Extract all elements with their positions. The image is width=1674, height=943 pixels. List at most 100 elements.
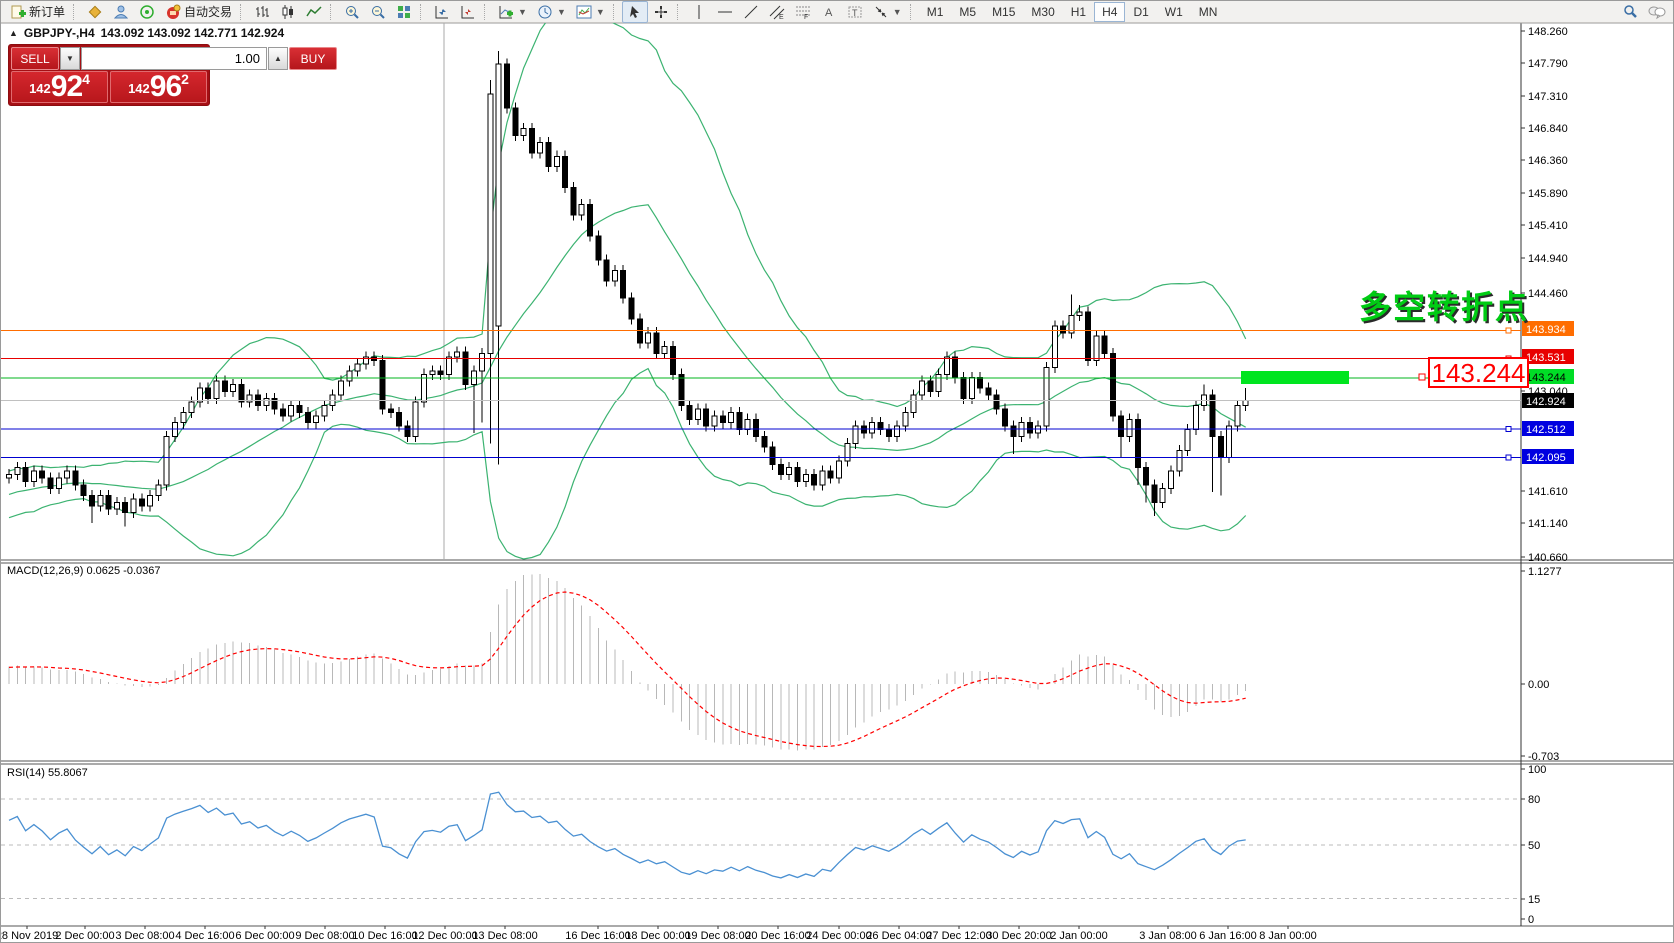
timeframe-m1[interactable]: M1 bbox=[926, 4, 944, 19]
buy-price-sup: 2 bbox=[181, 71, 189, 87]
toolbar: 新订单 自动交易 bbox=[1, 1, 1673, 23]
fibonacci-icon: F bbox=[795, 4, 811, 21]
periods-dropdown[interactable]: ▼ bbox=[532, 1, 571, 23]
toolbar-separator bbox=[73, 3, 79, 20]
svg-text:9 Dec 08:00: 9 Dec 08:00 bbox=[295, 930, 354, 942]
sell-button[interactable]: SELL bbox=[11, 47, 59, 70]
new-order-icon bbox=[10, 4, 26, 20]
svg-text:145.890: 145.890 bbox=[1528, 188, 1568, 200]
svg-text:141.610: 141.610 bbox=[1528, 486, 1568, 498]
timeframe-w1[interactable]: W1 bbox=[1164, 4, 1183, 19]
horizontal-level-lines[interactable] bbox=[1, 327, 1521, 461]
new-order-button[interactable]: 新订单 bbox=[5, 1, 70, 23]
search-button[interactable] bbox=[1617, 1, 1643, 23]
line-chart-button[interactable] bbox=[301, 1, 327, 23]
candles-and-bands bbox=[6, 23, 1249, 560]
cursor-tool-button[interactable] bbox=[621, 1, 648, 23]
shapes-dropdown[interactable]: ▼ bbox=[868, 1, 907, 23]
sell-price-button[interactable]: 142 92 4 bbox=[11, 71, 108, 103]
svg-text:2 Dec 00:00: 2 Dec 00:00 bbox=[55, 930, 114, 942]
timeframe-group: M1 M5 M15 M30 H1 H4 D1 W1 MN bbox=[919, 1, 1226, 22]
chart-shift-button[interactable] bbox=[455, 1, 481, 23]
svg-text:30 Dec 20:00: 30 Dec 20:00 bbox=[986, 930, 1051, 942]
autotrading-button[interactable]: 自动交易 bbox=[160, 1, 237, 23]
chevron-down-icon: ▼ bbox=[556, 6, 566, 17]
timeframe-mn[interactable]: MN bbox=[1198, 4, 1218, 19]
svg-text:26 Dec 04:00: 26 Dec 04:00 bbox=[866, 930, 931, 942]
svg-text:MACD(12,26,9) 0.0625 -0.0367: MACD(12,26,9) 0.0625 -0.0367 bbox=[7, 565, 160, 577]
collapse-panel-arrow[interactable]: ▲ bbox=[9, 28, 18, 38]
zoom-out-button[interactable] bbox=[365, 1, 391, 23]
crosshair-tool-button[interactable] bbox=[648, 1, 674, 23]
bar-chart-button[interactable] bbox=[249, 1, 275, 23]
auto-scroll-button[interactable] bbox=[429, 1, 455, 23]
autotrading-icon bbox=[165, 4, 181, 20]
volume-increase-button[interactable]: ▲ bbox=[268, 47, 288, 70]
rsi-line bbox=[8, 791, 1246, 879]
trendline-icon bbox=[743, 4, 759, 20]
buy-button[interactable]: BUY bbox=[289, 47, 337, 70]
svg-text:147.310: 147.310 bbox=[1528, 91, 1568, 103]
svg-text:143.244: 143.244 bbox=[1526, 372, 1566, 384]
fibonacci-tool[interactable]: F bbox=[790, 1, 816, 23]
svg-text:18 Dec 00:00: 18 Dec 00:00 bbox=[625, 930, 690, 942]
new-order-label: 新订单 bbox=[29, 5, 66, 19]
toolbar-separator bbox=[909, 3, 916, 20]
timeframe-d1[interactable]: D1 bbox=[1133, 4, 1149, 19]
add-indicator-dropdown[interactable]: ▼ bbox=[493, 1, 532, 23]
svg-text:140.660: 140.660 bbox=[1528, 552, 1568, 564]
channel-tool[interactable]: E bbox=[764, 1, 790, 23]
rsi-label: RSI(14) 55.8067 bbox=[7, 767, 88, 779]
timeframe-m30[interactable]: M30 bbox=[1031, 4, 1055, 19]
horizontal-line-tool[interactable] bbox=[712, 1, 738, 23]
buy-price-big: 96 bbox=[149, 70, 182, 103]
candlestick-chart-button[interactable] bbox=[275, 1, 301, 23]
text-label-tool[interactable]: T bbox=[842, 1, 868, 23]
candlestick-icon bbox=[280, 4, 296, 20]
timeframe-m5[interactable]: M5 bbox=[959, 4, 977, 19]
timeframe-h4[interactable]: H4 bbox=[1094, 1, 1126, 22]
chat-button[interactable] bbox=[1643, 1, 1669, 23]
svg-text:0.00: 0.00 bbox=[1528, 679, 1549, 691]
trendline-tool[interactable] bbox=[738, 1, 764, 23]
tile-windows-button[interactable] bbox=[391, 1, 417, 23]
price-callout-box[interactable]: 143.244 bbox=[1428, 357, 1529, 388]
sell-price-prefix: 142 bbox=[29, 81, 51, 96]
volume-input[interactable] bbox=[81, 47, 267, 70]
timeframe-m15[interactable]: M15 bbox=[992, 4, 1016, 19]
volume-decrease-button[interactable]: ▼ bbox=[60, 47, 80, 70]
medal-button[interactable] bbox=[82, 1, 108, 23]
vertical-line-tool[interactable] bbox=[686, 1, 712, 23]
sell-price-big: 92 bbox=[50, 70, 83, 103]
rsi-indicator bbox=[1, 791, 1521, 900]
svg-text:-0.703: -0.703 bbox=[1528, 751, 1559, 763]
svg-text:6 Dec 00:00: 6 Dec 00:00 bbox=[235, 930, 294, 942]
community-button[interactable] bbox=[108, 1, 134, 23]
chart-shift-icon bbox=[460, 4, 476, 20]
zoom-in-button[interactable] bbox=[339, 1, 365, 23]
svg-text:142.924: 142.924 bbox=[1526, 396, 1566, 408]
svg-text:13 Dec 08:00: 13 Dec 08:00 bbox=[472, 930, 537, 942]
medal-icon bbox=[87, 4, 103, 20]
svg-text:4 Dec 16:00: 4 Dec 16:00 bbox=[175, 930, 234, 942]
timeframe-h1[interactable]: H1 bbox=[1070, 4, 1087, 19]
templates-dropdown[interactable]: ▼ bbox=[571, 1, 610, 23]
turning-point-annotation[interactable]: 多空转折点 bbox=[1359, 289, 1530, 325]
svg-text:27 Dec 12:00: 27 Dec 12:00 bbox=[926, 930, 991, 942]
text-label-icon: T bbox=[847, 4, 863, 20]
text-icon: A bbox=[821, 4, 837, 20]
svg-text:A: A bbox=[825, 7, 833, 19]
toolbar-separator bbox=[330, 3, 336, 20]
crosshair-icon bbox=[653, 4, 669, 20]
text-tool[interactable]: A bbox=[816, 1, 842, 23]
highlight-rectangle[interactable] bbox=[1241, 371, 1349, 384]
svg-text:8 Jan 00:00: 8 Jan 00:00 bbox=[1259, 930, 1317, 942]
price-axis[interactable]: 148.260 147.790 147.310 146.840 146.360 145.8… bbox=[1521, 26, 1574, 926]
buy-price-button[interactable]: 142 96 2 bbox=[110, 71, 207, 103]
chat-icon bbox=[1648, 4, 1666, 20]
svg-text:0: 0 bbox=[1528, 914, 1534, 926]
signals-button[interactable] bbox=[134, 1, 160, 23]
toolbar-separator bbox=[484, 3, 490, 20]
